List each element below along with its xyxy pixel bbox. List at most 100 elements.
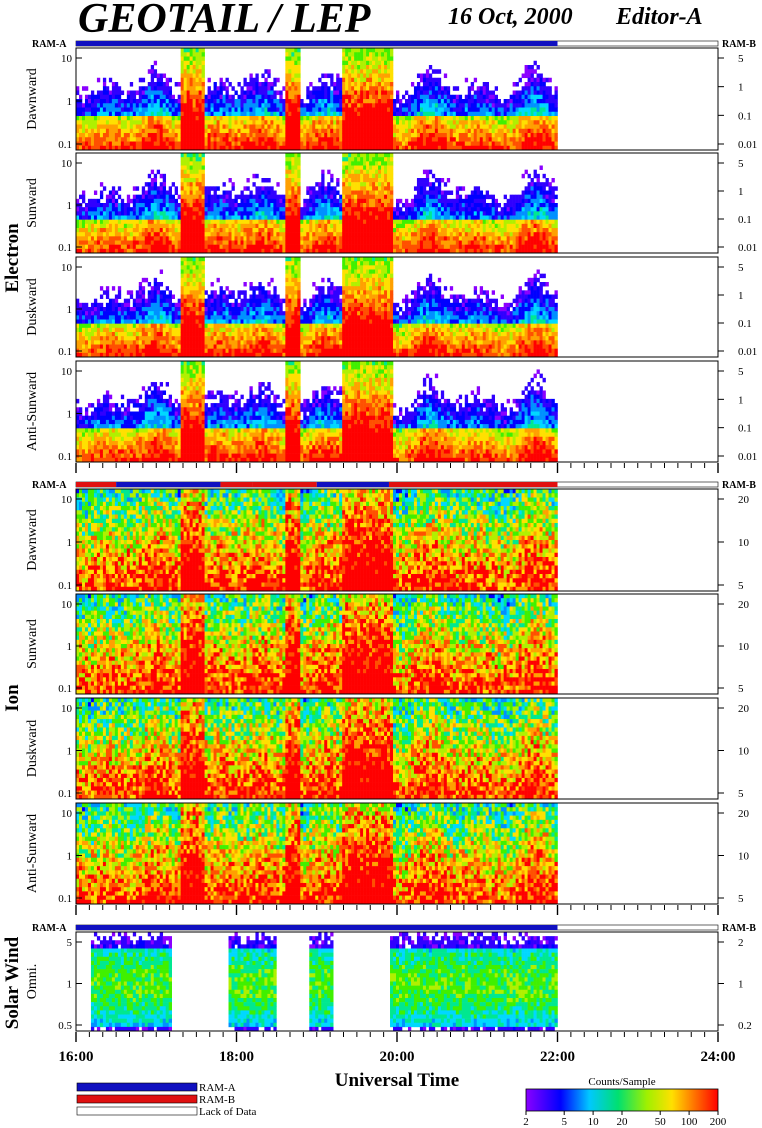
heat-cell: [243, 82, 246, 87]
heat-cell: [486, 120, 489, 125]
heat-cell: [417, 137, 420, 142]
heat-cell: [220, 245, 223, 249]
heat-cell: [115, 112, 118, 117]
heat-cell: [130, 116, 133, 121]
heat-cell: [474, 78, 477, 83]
heat-cell: [390, 232, 393, 236]
heat-cell: [303, 236, 306, 240]
heat-cell: [79, 232, 82, 236]
heat-cell: [91, 207, 94, 211]
heat-cell: [199, 211, 202, 215]
heat-cell: [324, 82, 327, 87]
heat-cell: [336, 236, 339, 240]
heat-cell: [318, 116, 321, 121]
heat-cell: [226, 129, 229, 134]
heat-cell: [357, 236, 360, 240]
heat-cell: [354, 186, 357, 190]
heat-cell: [348, 91, 351, 96]
heat-cell: [330, 211, 333, 215]
heat-cell: [438, 120, 441, 125]
heat-cell: [196, 57, 199, 62]
heat-cell: [220, 228, 223, 232]
heat-cell: [357, 195, 360, 199]
heat-cell: [157, 220, 160, 224]
heat-cell: [220, 216, 223, 220]
heat-cell: [342, 153, 345, 157]
heat-cell: [360, 195, 363, 199]
heat-cell: [492, 120, 495, 125]
heat-cell: [133, 236, 136, 240]
heat-cell: [387, 120, 390, 125]
heat-cell: [420, 86, 423, 91]
heat-cell: [279, 137, 282, 142]
heat-cell: [402, 232, 405, 236]
heat-cell: [148, 142, 151, 147]
heat-cell: [483, 112, 486, 117]
heat-cell: [238, 125, 241, 130]
heat-cell: [154, 211, 157, 215]
heat-cell: [273, 133, 276, 138]
heat-cell: [372, 82, 375, 87]
heat-cell: [486, 86, 489, 91]
heat-cell: [136, 216, 139, 220]
heat-cell: [336, 78, 339, 83]
heat-cell: [240, 220, 243, 224]
heat-cell: [339, 228, 342, 232]
heat-cell: [432, 116, 435, 121]
heat-cell: [327, 95, 330, 100]
heat-cell: [291, 125, 294, 130]
heat-cell: [387, 153, 390, 157]
heat-cell: [396, 112, 399, 117]
heat-cell: [199, 142, 202, 147]
heat-cell: [315, 236, 318, 240]
heat-cell: [205, 211, 208, 215]
heat-cell: [324, 207, 327, 211]
heat-cell: [100, 203, 103, 207]
heat-cell: [363, 103, 366, 108]
heat-cell: [220, 142, 223, 147]
heat-cell: [157, 95, 160, 100]
heat-cell: [285, 120, 288, 125]
heat-cell: [387, 157, 390, 161]
heat-cell: [459, 99, 462, 104]
heat-cell: [366, 74, 369, 79]
heat-cell: [411, 211, 414, 215]
heat-cell: [106, 224, 109, 228]
heat-cell: [351, 125, 354, 130]
heat-cell: [270, 125, 273, 130]
heat-cell: [187, 137, 190, 142]
heat-cell: [103, 245, 106, 249]
heat-cell: [258, 232, 261, 236]
heat-cell: [148, 95, 151, 100]
heat-cell: [187, 99, 190, 104]
heat-cell: [498, 137, 501, 142]
heat-cell: [142, 142, 145, 147]
heat-cell: [202, 69, 205, 74]
heat-cell: [333, 116, 336, 121]
heat-cell: [435, 133, 438, 138]
heat-cell: [255, 116, 258, 121]
heat-cell: [130, 99, 133, 104]
heat-cell: [528, 74, 531, 79]
heat-cell: [552, 103, 555, 108]
heat-cell: [163, 137, 166, 142]
heat-cell: [193, 86, 196, 91]
heat-cell: [345, 216, 348, 220]
heat-cell: [181, 133, 184, 138]
heat-cell: [348, 241, 351, 245]
heat-cell: [187, 86, 190, 91]
heat-cell: [196, 211, 199, 215]
heat-cell: [157, 74, 160, 79]
heat-cell: [151, 203, 154, 207]
heat-cell: [498, 129, 501, 134]
heat-cell: [232, 241, 235, 245]
heat-cell: [190, 236, 193, 240]
heat-cell: [282, 120, 285, 125]
heat-cell: [366, 78, 369, 83]
heat-cell: [540, 112, 543, 117]
heat-cell: [342, 142, 345, 147]
heat-cell: [214, 95, 217, 100]
heat-cell: [109, 228, 112, 232]
heat-cell: [202, 170, 205, 174]
heat-cell: [97, 220, 100, 224]
